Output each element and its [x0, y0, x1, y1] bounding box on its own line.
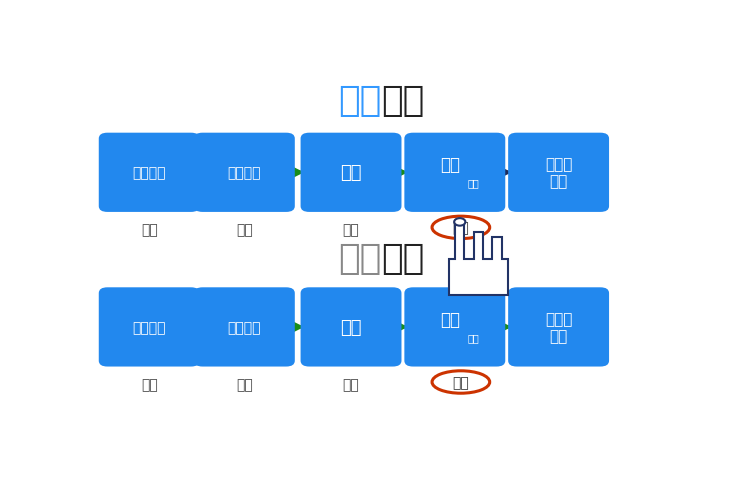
PathPatch shape	[449, 224, 508, 296]
FancyBboxPatch shape	[194, 288, 295, 367]
Text: 自动: 自动	[141, 223, 158, 237]
Ellipse shape	[432, 217, 490, 239]
Text: 完成编码: 完成编码	[132, 320, 166, 334]
FancyBboxPatch shape	[405, 288, 505, 367]
FancyBboxPatch shape	[508, 288, 609, 367]
Text: 自动: 自动	[141, 377, 158, 391]
FancyBboxPatch shape	[508, 133, 609, 212]
Text: 测试: 测试	[467, 178, 479, 188]
FancyBboxPatch shape	[301, 133, 402, 212]
Text: 自动: 自动	[236, 223, 253, 237]
Text: 持续: 持续	[338, 242, 382, 276]
Text: 自动: 自动	[452, 375, 469, 389]
Text: 部署: 部署	[382, 242, 425, 276]
Text: 持续: 持续	[338, 84, 382, 118]
Text: 完成编码: 完成编码	[132, 166, 166, 180]
Circle shape	[454, 219, 466, 226]
Text: 验收: 验收	[440, 156, 461, 174]
Text: 部署到
生产: 部署到 生产	[545, 157, 572, 189]
Text: 单元测试: 单元测试	[228, 320, 261, 334]
Text: 交付: 交付	[382, 84, 425, 118]
FancyBboxPatch shape	[99, 288, 199, 367]
Text: 自动: 自动	[343, 377, 359, 391]
Text: 部署到
生产: 部署到 生产	[545, 311, 572, 343]
Text: 验收: 验收	[440, 310, 461, 328]
FancyBboxPatch shape	[301, 288, 402, 367]
FancyBboxPatch shape	[194, 133, 295, 212]
Text: 单元测试: 单元测试	[228, 166, 261, 180]
Text: 手动: 手动	[452, 221, 469, 235]
FancyBboxPatch shape	[405, 133, 505, 212]
Text: 集成: 集成	[340, 318, 362, 336]
Text: 测试: 测试	[467, 332, 479, 342]
FancyBboxPatch shape	[99, 133, 199, 212]
Text: 集成: 集成	[340, 164, 362, 182]
Text: 自动: 自动	[343, 223, 359, 237]
Ellipse shape	[432, 371, 490, 393]
Text: 自动: 自动	[236, 377, 253, 391]
